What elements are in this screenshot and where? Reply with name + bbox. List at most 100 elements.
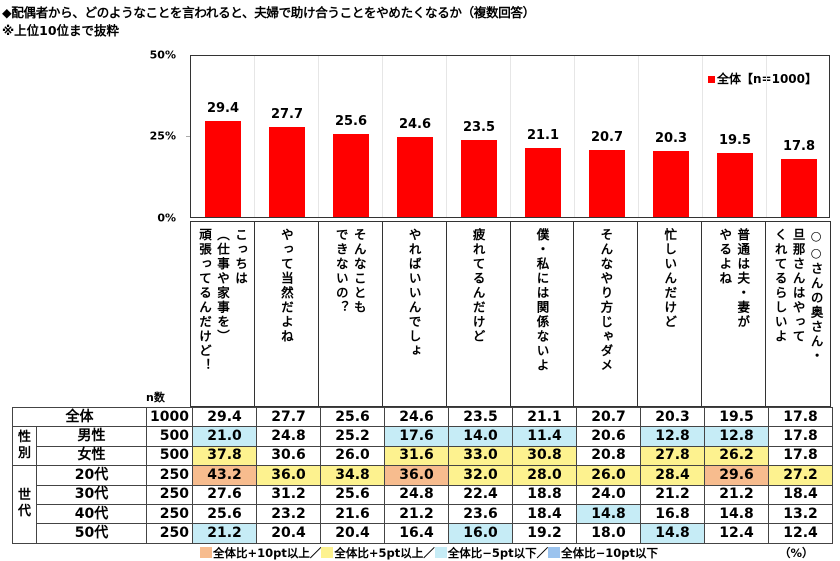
category-label-line: 旦那さんはやって (790, 228, 806, 344)
category-label: ○○さんの奥さん・ 旦那さんはやって くれてるらしいよ (766, 222, 830, 406)
table-cell: 25.6 (192, 503, 257, 525)
table-cell: 22.4 (448, 484, 513, 505)
table-cell: 27.2 (768, 465, 833, 486)
table-cell: 20.4 (320, 523, 385, 544)
group-char: 世 (17, 488, 31, 504)
table-cell: 25.6 (320, 406, 385, 428)
category-label: 疲れてるんだけど (447, 222, 511, 406)
table-cell: 23.2 (256, 503, 321, 525)
table-cell: 21.0 (192, 426, 257, 447)
n-header: n数 (146, 391, 165, 404)
n-value: 1000 (146, 406, 193, 428)
table-cell: 12.4 (704, 523, 769, 544)
group-label-gender: 性別 (12, 426, 37, 467)
category-label: 僕・私には関係ないよ (511, 222, 575, 406)
group-label-age: 世代 (12, 465, 37, 544)
crosstab-table: 全体 1000 29.4 27.7 25.6 24.6 23.5 21.1 20.7 20.3 19… (12, 406, 833, 544)
grid-line (254, 56, 255, 217)
table-cell: 17.6 (384, 426, 449, 447)
table-cell: 27.6 (192, 484, 257, 505)
category-label-line: 疲れてるんだけど (470, 228, 486, 344)
table-cell: 17.8 (768, 426, 833, 447)
bar (269, 126, 305, 217)
chart-title: ◆配偶者から、どのようなことを言われると、夫婦で助け合うことをやめたくなるか（複… (2, 5, 535, 20)
table-cell: 18.8 (512, 484, 577, 505)
grid-line (382, 56, 383, 217)
table-cell: 20.6 (576, 426, 641, 447)
table-cell: 12.8 (704, 426, 769, 447)
bar-value-label: 20.3 (654, 130, 688, 146)
bar (461, 140, 497, 217)
n-value: 500 (146, 426, 193, 447)
category-label-line: できないの？ (333, 228, 349, 315)
table-cell: 14.0 (448, 426, 513, 447)
table-cell: 21.2 (704, 484, 769, 505)
bar-value-label: 23.5 (462, 120, 496, 136)
category-label-line: 普通は夫・妻が (735, 228, 751, 330)
row-label: 20代 (36, 465, 147, 486)
table-cell: 17.8 (768, 445, 833, 467)
table-cell: 17.8 (768, 406, 833, 428)
plot-area: 全体【n=1000】 29.4 27.7 25.6 24.6 23.5 21.1 20.7 2… (190, 55, 830, 218)
table-cell: 18.0 (576, 523, 641, 544)
grid-line (702, 56, 703, 217)
category-label-line: そんなことも (351, 228, 367, 315)
n-value: 250 (146, 484, 193, 505)
table-cell: 29.6 (704, 465, 769, 486)
table-cell: 43.2 (192, 465, 257, 486)
bar-value-label: 21.1 (526, 128, 560, 144)
table-cell: 27.7 (256, 406, 321, 428)
legend-color-swatch-icon (200, 547, 212, 558)
table-cell: 19.5 (704, 406, 769, 428)
table-cell: 30.6 (256, 445, 321, 467)
group-char: 別 (17, 446, 31, 462)
bar-value-label: 27.7 (270, 106, 304, 122)
category-labels: こっちは （仕事や家事を） 頑張ってるんだけど！ やって当然だよね そんなことも できない… (190, 221, 831, 407)
legend-item-label: 全体比−10pt以下 (561, 546, 658, 560)
table-cell: 30.8 (512, 445, 577, 467)
table-cell: 25.2 (320, 426, 385, 447)
color-legend: 全体比+10pt以上／ 全体比+5pt以上／ 全体比−5pt以下／ 全体比−10pt以… (200, 545, 658, 561)
legend-item-label: 全体比−5pt以下／ (447, 546, 549, 560)
row-label: 男性 (36, 426, 147, 447)
n-value: 500 (146, 445, 193, 467)
table-cell: 26.0 (320, 445, 385, 467)
table-row: 女性 500 37.8 30.6 26.0 31.6 33.0 30.8 20.8 27.8 26.… (13, 445, 833, 467)
y-tick-25: 25% (149, 129, 176, 143)
legend-label: 全体【n=1000】 (717, 72, 817, 86)
table-cell: 21.2 (640, 484, 705, 505)
table-cell: 26.2 (704, 445, 769, 467)
table-cell: 34.8 (320, 465, 385, 486)
table-row: 40代 250 25.6 23.2 21.6 21.2 23.6 18.4 14.8 16.8 14… (13, 503, 833, 525)
category-label-line: やればいいんでしょ (406, 228, 422, 359)
category-label-line: （仕事や家事を） (214, 228, 230, 344)
table-cell: 29.4 (192, 406, 257, 428)
table-row: 性別男性 500 21.0 24.8 25.2 17.6 14.0 11.4 20.6 12.8 1… (12, 426, 833, 467)
table-row: 30代 250 27.6 31.2 25.6 24.8 22.4 18.8 24.0 21.2 21… (13, 484, 833, 505)
grid-line (574, 56, 575, 217)
category-label: やればいいんでしょ (383, 222, 447, 406)
legend-color-swatch-icon (321, 547, 334, 558)
table-cell: 28.4 (640, 465, 705, 486)
y-tick-0: 0% (157, 211, 176, 225)
table-cell: 21.6 (320, 503, 385, 525)
grid-line (638, 56, 639, 217)
category-label-line: そんなやり方じゃダメ (598, 228, 614, 373)
table-cell: 12.8 (640, 426, 705, 447)
table-row: 50代 250 21.2 20.4 20.4 16.4 16.0 19.2 18.0 14.8 12… (13, 523, 833, 544)
table-cell: 16.4 (384, 523, 449, 544)
y-tick-50: 50% (149, 48, 176, 62)
table-cell: 23.6 (448, 503, 513, 525)
category-label-line: 忙しいんだけど (662, 228, 678, 330)
table-cell: 19.2 (512, 523, 577, 544)
table-cell: 37.8 (192, 445, 257, 467)
bar (333, 133, 369, 217)
bar-value-label: 24.6 (398, 116, 432, 132)
row-label: 50代 (36, 523, 147, 544)
group-char: 代 (17, 504, 31, 520)
table-cell: 26.0 (576, 465, 641, 486)
table-cell: 11.4 (512, 426, 577, 447)
bar-value-label: 25.6 (334, 113, 368, 129)
table-row: 世代 20代 250 43.2 36.0 34.8 36.0 32.0 28.0 26.0 28.4… (12, 465, 833, 544)
chart-legend: 全体【n=1000】 (708, 70, 817, 87)
